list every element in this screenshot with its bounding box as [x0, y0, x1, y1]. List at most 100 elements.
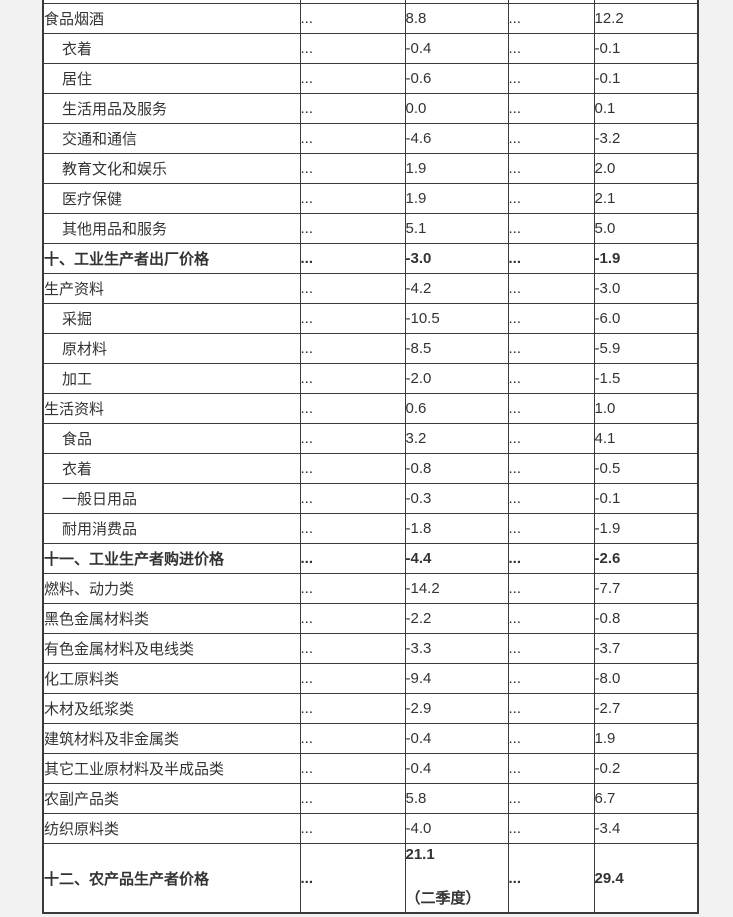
- dots-cell-period2: ...: [507, 243, 595, 274]
- dots-cell-period2: ...: [507, 633, 595, 664]
- dots-cell-period1: ...: [299, 63, 406, 94]
- category-cell: 农副产品类: [42, 783, 301, 814]
- table-row: 原材料... -8.5... -5.9: [42, 333, 699, 364]
- table-row: 生活资料... 0.6... 1.0: [42, 393, 699, 424]
- value-cell-period1: 21.1 （二季度）: [404, 843, 509, 914]
- dots-cell-period2: ...: [507, 273, 595, 304]
- value-cell-period2: -1.5: [593, 363, 699, 394]
- table-row: 建筑材料及非金属类... -0.4... 1.9: [42, 723, 699, 754]
- value-cell-period2: 1.0: [593, 393, 699, 424]
- table-row: 耐用消费品... -1.8... -1.9: [42, 513, 699, 544]
- dots-cell-period1: ...: [299, 783, 406, 814]
- value-stack: 21.1 （二季度）: [406, 844, 506, 912]
- dots-cell-period2: ...: [507, 663, 595, 694]
- table-row: 其他用品和服务... 5.1... 5.0: [42, 213, 699, 244]
- dots-cell-period1: ...: [299, 843, 406, 914]
- dots-cell-period2: ...: [507, 573, 595, 604]
- value-cell-period2: 2.0: [593, 153, 699, 184]
- category-cell: 十二、农产品生产者价格: [42, 843, 301, 914]
- value-cell-period2: -8.0: [593, 663, 699, 694]
- table-row: 教育文化和娱乐... 1.9... 2.0: [42, 153, 699, 184]
- value-cell-period1: 0.6: [404, 393, 509, 424]
- table-row: 一般日用品... -0.3... -0.1: [42, 483, 699, 514]
- value-cell-period2: -6.0: [593, 303, 699, 334]
- category-cell: 加工: [42, 363, 301, 394]
- value-cell-period2: 6.7: [593, 783, 699, 814]
- category-cell: 十一、工业生产者购进价格: [42, 543, 301, 574]
- dots-cell-period1: ...: [299, 633, 406, 664]
- dots-cell-period2: ...: [507, 813, 595, 844]
- dots-cell-period2: ...: [507, 393, 595, 424]
- dots-cell-period2: ...: [507, 423, 595, 454]
- category-cell: 纺织原料类: [42, 813, 301, 844]
- category-cell: 燃料、动力类: [42, 573, 301, 604]
- value-cell-period1: 3.2: [404, 423, 509, 454]
- dots-cell-period1: ...: [299, 153, 406, 184]
- dots-cell-period1: ...: [299, 213, 406, 244]
- dots-cell-period1: ...: [299, 123, 406, 154]
- table-row: 木材及纸浆类... -2.9... -2.7: [42, 693, 699, 724]
- value-cell-period1: -14.2: [404, 573, 509, 604]
- category-cell: 采掘: [42, 303, 301, 334]
- dots-cell-period2: ...: [507, 123, 595, 154]
- table-row: 生活用品及服务... 0.0... 0.1: [42, 93, 699, 124]
- value-cell-period1: -8.5: [404, 333, 509, 364]
- table-row: 十二、农产品生产者价格... 21.1 （二季度）... 29.4: [42, 843, 699, 914]
- value-cell-period1: -0.6: [404, 63, 509, 94]
- category-cell: 教育文化和娱乐: [42, 153, 301, 184]
- value-cell-period1: -10.5: [404, 303, 509, 334]
- dots-cell-period2: ...: [507, 543, 595, 574]
- value-cell-period1: 1.9: [404, 153, 509, 184]
- category-cell: 居住: [42, 63, 301, 94]
- value-cell-period1: 0.0: [404, 93, 509, 124]
- category-cell: 建筑材料及非金属类: [42, 723, 301, 754]
- table-viewport: 食品烟酒... 8.8... 12.2 衣着... -0.4... -0.1 居住... -0…: [42, 0, 699, 914]
- category-cell: 黑色金属材料类: [42, 603, 301, 634]
- dots-cell-period1: ...: [299, 333, 406, 364]
- dots-cell-period1: ...: [299, 543, 406, 574]
- table-row: 交通和通信... -4.6... -3.2: [42, 123, 699, 154]
- dots-cell-period2: ...: [507, 63, 595, 94]
- category-cell: 其他用品和服务: [42, 213, 301, 244]
- value-cell-period1: -0.4: [404, 33, 509, 64]
- table-row: 采掘... -10.5... -6.0: [42, 303, 699, 334]
- dots-cell-period1: ...: [299, 573, 406, 604]
- value-cell-period2: -0.1: [593, 63, 699, 94]
- dots-cell-period1: ...: [299, 393, 406, 424]
- value-cell-period2: 1.9: [593, 723, 699, 754]
- dots-cell-period1: ...: [299, 363, 406, 394]
- table-row: 加工... -2.0... -1.5: [42, 363, 699, 394]
- price-index-table: 食品烟酒... 8.8... 12.2 衣着... -0.4... -0.1 居住... -0…: [42, 0, 699, 914]
- dots-cell-period1: ...: [299, 723, 406, 754]
- table-row: 燃料、动力类... -14.2... -7.7: [42, 573, 699, 604]
- table-row: 有色金属材料及电线类... -3.3... -3.7: [42, 633, 699, 664]
- value-cell-period2: 5.0: [593, 213, 699, 244]
- dots-cell-period2: ...: [507, 363, 595, 394]
- category-cell: 其它工业原材料及半成品类: [42, 753, 301, 784]
- dots-cell-period1: ...: [299, 693, 406, 724]
- dots-cell-period1: ...: [299, 183, 406, 214]
- value-text: 21.1: [405, 846, 435, 863]
- value-cell-period2: -2.7: [593, 693, 699, 724]
- dots-cell-period2: ...: [507, 783, 595, 814]
- value-cell-period1: -3.3: [404, 633, 509, 664]
- value-cell-period1: 1.9: [404, 183, 509, 214]
- value-cell-period2: -3.7: [593, 633, 699, 664]
- dots-cell-period2: ...: [507, 93, 595, 124]
- dots-cell-period1: ...: [299, 303, 406, 334]
- value-cell-period1: -1.8: [404, 513, 509, 544]
- value-cell-period1: -4.2: [404, 273, 509, 304]
- dots-cell-period1: ...: [299, 453, 406, 484]
- value-cell-period2: -3.4: [593, 813, 699, 844]
- value-cell-period1: -9.4: [404, 663, 509, 694]
- category-cell: 耐用消费品: [42, 513, 301, 544]
- table-row: 衣着... -0.8... -0.5: [42, 453, 699, 484]
- category-cell: 生活资料: [42, 393, 301, 424]
- dots-cell-period2: ...: [507, 213, 595, 244]
- dots-cell-period2: ...: [507, 453, 595, 484]
- table-row: 医疗保健... 1.9... 2.1: [42, 183, 699, 214]
- value-cell-period2: -1.9: [593, 513, 699, 544]
- table-row: 十一、工业生产者购进价格... -4.4... -2.6: [42, 543, 699, 574]
- value-cell-period1: -2.2: [404, 603, 509, 634]
